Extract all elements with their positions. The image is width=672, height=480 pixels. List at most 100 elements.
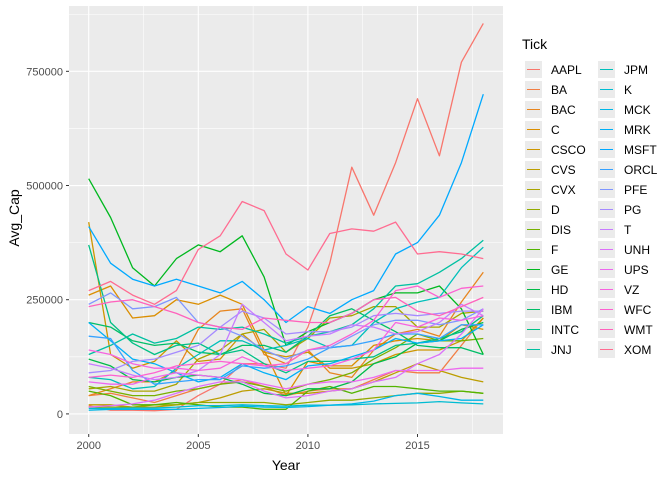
legend-item-orcl: ORCL: [595, 160, 672, 180]
legend-key-line: [527, 249, 540, 251]
legend-item-ups: UPS: [595, 260, 672, 280]
legend-item-intc: INTC: [522, 320, 602, 340]
legend-key-line: [527, 129, 540, 131]
legend-key-line: [600, 289, 613, 291]
legend-label: PG: [624, 203, 642, 217]
legend-key-line: [600, 69, 613, 71]
legend-key: [525, 301, 542, 318]
legend-item-pg: PG: [595, 200, 672, 220]
legend-label: K: [624, 83, 633, 97]
legend: Tick AAPL BA BAC C CSCO CVS CVX D DIS F GE HD IBM INT…: [522, 36, 672, 416]
legend-key: [525, 101, 542, 118]
legend-label: WMT: [624, 323, 653, 337]
legend-key: [525, 181, 542, 198]
legend-column-1: AAPL BA BAC C CSCO CVS CVX D DIS F GE HD IBM INTC JNJ: [522, 60, 602, 360]
legend-key-line: [600, 249, 613, 251]
legend-label: CVX: [551, 183, 576, 197]
legend-key: [525, 81, 542, 98]
legend-item-unh: UNH: [595, 240, 672, 260]
legend-key-line: [527, 289, 540, 291]
legend-key: [598, 101, 615, 118]
legend-label: JPM: [624, 63, 648, 77]
series-line-mck: [88, 392, 484, 411]
legend-item-aapl: AAPL: [522, 60, 602, 80]
legend-key-line: [527, 209, 540, 211]
legend-column-2: JPM K MCK MRK MSFT ORCL PFE PG T UNH UPS VZ WFC WMT XO…: [595, 60, 672, 360]
legend-key: [598, 301, 615, 318]
legend-key: [525, 201, 542, 218]
y-tick-label: 250000: [26, 295, 63, 307]
legend-label: CVS: [551, 163, 576, 177]
legend-key-line: [527, 349, 540, 351]
legend-key: [598, 81, 615, 98]
legend-key: [598, 321, 615, 338]
legend-item-pfe: PFE: [595, 180, 672, 200]
legend-key-line: [527, 169, 540, 171]
legend-item-csco: CSCO: [522, 140, 602, 160]
legend-item-dis: DIS: [522, 220, 602, 240]
series-line-k: [88, 400, 484, 410]
legend-key-line: [527, 189, 540, 191]
legend-key-line: [600, 309, 613, 311]
x-tick-label: 2005: [186, 440, 210, 452]
legend-key: [598, 281, 615, 298]
legend-key: [598, 241, 615, 258]
legend-label: INTC: [551, 323, 579, 337]
y-tick-label: 750000: [26, 66, 63, 78]
series-line-mrk: [88, 322, 484, 383]
legend-key-line: [527, 69, 540, 71]
legend-key: [598, 61, 615, 78]
legend-key-line: [600, 209, 613, 211]
legend-item-ba: BA: [522, 80, 602, 100]
legend-item-jnj: JNJ: [522, 340, 602, 360]
series-line-wmt: [88, 296, 484, 331]
legend-key-line: [600, 269, 613, 271]
legend-key: [598, 161, 615, 178]
plot-panel: [69, 6, 503, 434]
legend-item-vz: VZ: [595, 280, 672, 300]
legend-label: CSCO: [551, 143, 586, 157]
legend-item-cvx: CVX: [522, 180, 602, 200]
legend-label: JNJ: [551, 343, 572, 357]
legend-label: VZ: [624, 283, 640, 297]
legend-key: [598, 341, 615, 358]
legend-item-t: T: [595, 220, 672, 240]
legend-key-line: [600, 349, 613, 351]
legend-label: T: [624, 223, 632, 237]
legend-key-line: [600, 129, 613, 131]
legend-label: AAPL: [551, 63, 582, 77]
legend-key-line: [600, 189, 613, 191]
legend-key: [525, 141, 542, 158]
legend-key: [525, 221, 542, 238]
legend-label: ORCL: [624, 163, 658, 177]
series-line-jpm: [88, 246, 484, 390]
series-line-ibm: [88, 308, 484, 356]
series-line-f: [88, 385, 484, 410]
legend-key: [598, 121, 615, 138]
series-line-csco: [88, 221, 484, 369]
legend-key-line: [600, 109, 613, 111]
legend-label: UNH: [624, 243, 650, 257]
series-line-orcl: [88, 324, 484, 385]
x-tick-label: 2015: [405, 440, 429, 452]
legend-item-xom: XOM: [595, 340, 672, 360]
series-lines: [88, 23, 484, 412]
legend-label: F: [551, 243, 559, 257]
legend-item-mrk: MRK: [595, 120, 672, 140]
legend-key-line: [527, 149, 540, 151]
y-tick-label: 0: [57, 409, 63, 421]
legend-item-msft: MSFT: [595, 140, 672, 160]
y-axis-title: Avg_Cap: [6, 189, 22, 247]
legend-label: XOM: [624, 343, 652, 357]
legend-key-line: [527, 309, 540, 311]
series-line-pg: [88, 310, 484, 374]
series-line-xom: [88, 200, 484, 305]
grid-minor: [69, 6, 503, 434]
y-axis: 0 250000 500000 750000: [26, 66, 69, 421]
y-tick-label: 500000: [26, 181, 63, 193]
series-line-aapl: [88, 23, 484, 412]
legend-key: [598, 141, 615, 158]
legend-key: [525, 61, 542, 78]
legend-item-jpm: JPM: [595, 60, 672, 80]
